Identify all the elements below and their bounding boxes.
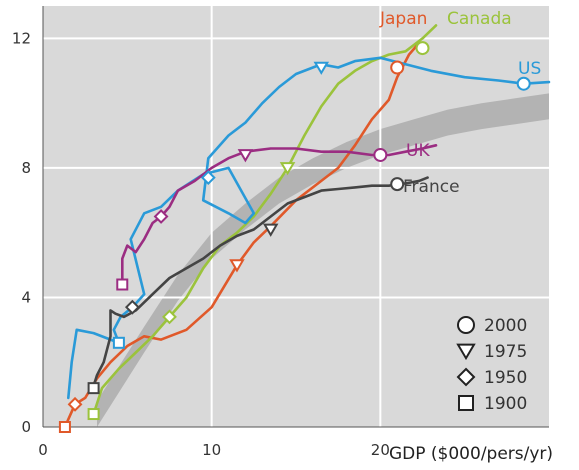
legend-symbol-circle (457, 316, 475, 334)
marker-france-1950 (124, 299, 140, 315)
marker-uk-1900 (116, 278, 129, 291)
marker-uk-1975 (237, 149, 254, 163)
series-label-canada: Canada (447, 9, 512, 29)
marker-canada-1975 (279, 162, 296, 176)
y-tick-label: 0 (21, 418, 31, 436)
marker-france-2000 (390, 177, 405, 192)
x-axis-title: GDP ($000/pers/yr) (389, 444, 553, 464)
legend-symbol-triangle (456, 343, 476, 361)
y-tick-label: 12 (12, 29, 31, 47)
series-line-japan (63, 43, 419, 429)
legend-label-1900: 1900 (484, 394, 527, 414)
series-line-france (90, 176, 429, 393)
marker-france-1900 (87, 382, 100, 395)
y-tick-label: 4 (21, 288, 31, 306)
marker-canada-2000 (415, 41, 430, 56)
x-tick-label: 20 (371, 441, 390, 459)
x-tick-label: 10 (202, 441, 221, 459)
legend-label-1950: 1950 (484, 368, 527, 388)
series-line-us (67, 56, 551, 400)
marker-japan-2000 (390, 60, 405, 75)
marker-japan-1900 (58, 421, 71, 433)
series-label-france: France (403, 177, 460, 197)
marker-uk-1950 (153, 209, 169, 224)
series-label-uk: UK (406, 141, 430, 161)
legend-symbol-diamond (456, 367, 476, 387)
marker-us-1950 (200, 170, 216, 186)
marker-canada-1950 (162, 309, 177, 325)
marker-us-2000 (516, 76, 531, 91)
series-label-us: US (518, 59, 541, 79)
plot-background (43, 6, 549, 427)
legend-label-2000: 2000 (484, 316, 527, 336)
marker-us-1900 (112, 336, 125, 349)
series-label-japan: Japan (379, 9, 427, 29)
marker-japan-1975 (229, 259, 245, 273)
legend-symbol-square (458, 395, 474, 411)
marker-france-1975 (262, 223, 279, 237)
marker-canada-1900 (87, 408, 100, 421)
x-tick-label: 0 (38, 441, 48, 459)
marker-uk-2000 (373, 147, 388, 162)
marker-us-1975 (313, 61, 330, 75)
y-tick-label: 8 (21, 159, 31, 177)
reference-band (97, 93, 549, 428)
legend-label-1975: 1975 (484, 342, 527, 362)
marker-japan-1950 (67, 396, 83, 412)
